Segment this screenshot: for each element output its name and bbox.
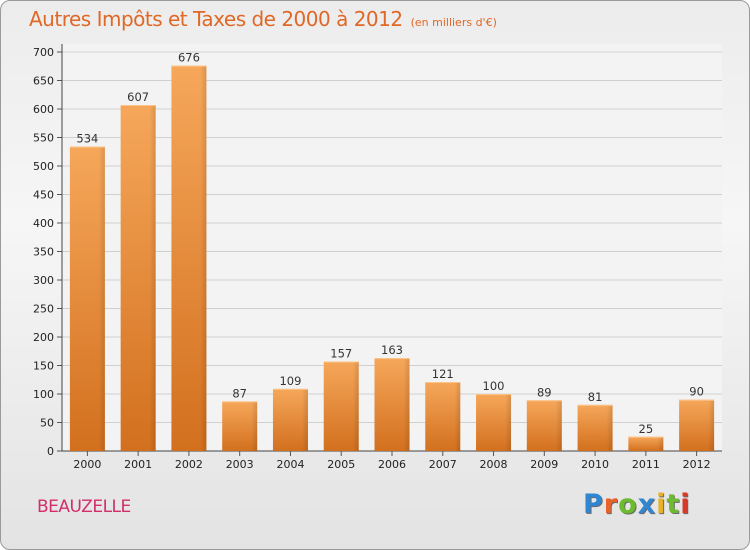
x-tick-label: 2006 [378,458,406,471]
bar [628,436,664,451]
x-tick-label: 2004 [276,458,304,471]
x-tick-label: 2003 [226,458,254,471]
bar-shade [505,394,512,451]
y-tick-label: 150 [33,360,54,373]
x-tick-label: 2002 [175,458,203,471]
chart-title: Autres Impôts et Taxes de 2000 à 2012 (en… [29,7,497,31]
chart-unit-label: (en milliers d'€) [410,16,497,29]
bar-shade [251,401,258,451]
data-label: 90 [689,385,704,399]
y-tick-label: 100 [33,388,54,401]
logo-letter: x [637,489,657,520]
x-tick-label: 2001 [124,458,152,471]
bar-shade [454,382,461,451]
logo-letter: i [656,489,667,520]
logo-letter: i [680,489,691,520]
bar-shade [708,399,715,451]
logo-letter: t [666,489,681,520]
y-tick-label: 600 [33,103,54,116]
bar-shade [149,105,156,451]
y-tick-label: 650 [33,75,54,88]
data-label: 157 [330,347,352,361]
data-label: 109 [279,374,301,388]
logo-letter: P [583,489,604,520]
data-label: 87 [232,386,247,400]
y-tick-label: 200 [33,331,54,344]
y-tick-label: 50 [40,417,54,430]
y-tick-label: 250 [33,303,54,316]
data-label: 100 [483,379,505,393]
bar-shade [301,388,308,451]
x-tick-label: 2011 [632,458,660,471]
x-tick-label: 2007 [429,458,457,471]
bar-shade [606,404,613,451]
x-tick-label: 2000 [73,458,101,471]
data-label: 89 [537,385,552,399]
chart-title-text: Autres Impôts et Taxes de 2000 à 2012 [29,7,403,31]
data-label: 81 [588,390,603,404]
bar-shade [98,146,105,451]
data-label: 534 [76,132,98,146]
y-tick-label: 550 [33,132,54,145]
y-tick-label: 700 [33,46,54,59]
y-tick-label: 350 [33,246,54,259]
commune-name: BEAUZELLE [37,497,131,517]
logo-letter: o [618,489,638,520]
x-tick-label: 2010 [581,458,609,471]
data-label: 607 [127,90,149,104]
logo-letter: r [603,489,619,520]
data-label: 121 [432,367,454,381]
bar-shade [657,436,664,451]
data-label: 25 [639,422,654,436]
data-label: 676 [178,51,200,65]
y-tick-label: 0 [47,445,54,458]
y-tick-label: 400 [33,217,54,230]
x-tick-label: 2012 [683,458,711,471]
x-tick-label: 2008 [480,458,508,471]
x-tick-label: 2009 [530,458,558,471]
y-tick-label: 450 [33,189,54,202]
bar-shade [352,361,359,451]
bar-shade [200,65,207,452]
bar-shade [555,400,562,451]
data-label: 163 [381,343,403,357]
bar-shade [403,358,410,451]
y-tick-label: 300 [33,274,54,287]
x-tick-label: 2005 [327,458,355,471]
proxiti-logo: Proxiti [583,489,691,520]
y-tick-label: 500 [33,160,54,173]
